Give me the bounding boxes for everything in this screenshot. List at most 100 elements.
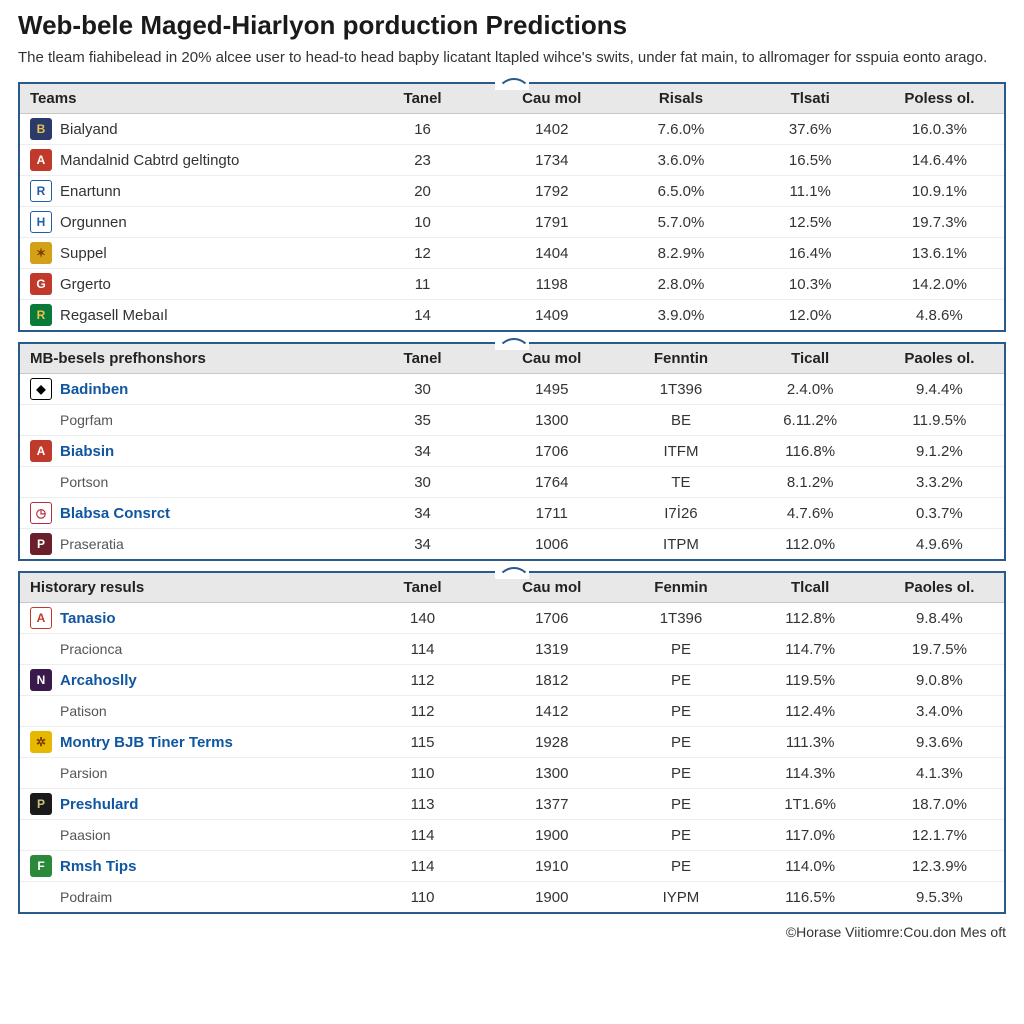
team-cell: Pogrfam bbox=[20, 405, 358, 436]
team-cell[interactable]: F Rmsh Tips bbox=[20, 851, 358, 882]
table-row: Pogrfam351300BE6.11.2%11.9.5% bbox=[20, 405, 1004, 436]
data-cell: 6.5.0% bbox=[616, 176, 745, 207]
team-name[interactable]: Arcahoslly bbox=[60, 672, 137, 689]
data-cell: 114 bbox=[358, 820, 487, 851]
data-cell: 14.6.4% bbox=[875, 145, 1004, 176]
team-logo-icon: ◆ bbox=[30, 378, 52, 400]
column-header[interactable]: Poless ol. bbox=[875, 84, 1004, 114]
column-header[interactable]: Tlcall bbox=[746, 573, 875, 603]
column-header[interactable]: Teams bbox=[20, 84, 358, 114]
data-cell: 1812 bbox=[487, 665, 616, 696]
team-name: Parsion bbox=[60, 765, 107, 781]
team-name: Orgunnen bbox=[60, 214, 127, 231]
data-cell: 114.3% bbox=[746, 758, 875, 789]
column-header[interactable]: Historary resuls bbox=[20, 573, 358, 603]
team-cell[interactable]: ATanasio bbox=[20, 603, 358, 634]
column-header[interactable]: Tanel bbox=[358, 573, 487, 603]
team-name[interactable]: Biabsin bbox=[60, 443, 114, 460]
team-name[interactable]: Rmsh Tips bbox=[60, 858, 136, 875]
data-cell: 116.5% bbox=[746, 882, 875, 913]
table-row: AMandalnid Cabtrd geltingto2317343.6.0%1… bbox=[20, 145, 1004, 176]
team-logo-icon: P bbox=[30, 793, 52, 815]
data-cell: 1300 bbox=[487, 758, 616, 789]
column-header[interactable]: Risals bbox=[616, 84, 745, 114]
team-name: Suppel bbox=[60, 245, 107, 262]
data-cell: 1734 bbox=[487, 145, 616, 176]
table-row: Portson301764TE8.1.2%3.3.2% bbox=[20, 467, 1004, 498]
data-cell: 1006 bbox=[487, 529, 616, 560]
data-cell: 12.0% bbox=[746, 300, 875, 331]
data-cell: 12.1.7% bbox=[875, 820, 1004, 851]
team-name[interactable]: Montry BJB Tiner Terms bbox=[60, 734, 233, 751]
data-cell: 35 bbox=[358, 405, 487, 436]
data-cell: 114.7% bbox=[746, 634, 875, 665]
team-logo-icon: F bbox=[30, 855, 52, 877]
team-cell: PPraseratia bbox=[20, 529, 358, 560]
team-cell[interactable]: N Arcahoslly bbox=[20, 665, 358, 696]
data-cell: 12.5% bbox=[746, 207, 875, 238]
team-name: Pogrfam bbox=[60, 412, 113, 428]
data-cell: 1402 bbox=[487, 114, 616, 145]
table-row: PPraseratia341006ITPM112.0%4.9.6% bbox=[20, 529, 1004, 560]
team-cell[interactable]: ◆ Badinben bbox=[20, 374, 358, 405]
mb-panel: MB-besels prefhonshorsTanelCau molFennti… bbox=[18, 342, 1006, 561]
data-cell: 112.0% bbox=[746, 529, 875, 560]
data-cell: 23 bbox=[358, 145, 487, 176]
teams-panel: TeamsTanelCau molRisalsTlsatiPoless ol.B… bbox=[18, 82, 1006, 332]
team-logo-icon: N bbox=[30, 669, 52, 691]
data-cell: 112 bbox=[358, 665, 487, 696]
team-name[interactable]: Badinben bbox=[60, 381, 128, 398]
column-header[interactable]: Paoles ol. bbox=[875, 573, 1004, 603]
team-logo-icon: R bbox=[30, 304, 52, 326]
team-name[interactable]: Tanasio bbox=[60, 610, 116, 627]
data-cell: 114 bbox=[358, 851, 487, 882]
data-cell: 1409 bbox=[487, 300, 616, 331]
data-cell: TE bbox=[616, 467, 745, 498]
column-header[interactable]: Paoles ol. bbox=[875, 344, 1004, 374]
team-cell[interactable]: P Preshulard bbox=[20, 789, 358, 820]
table-row: Parsion1101300PE114.3%4.1.3% bbox=[20, 758, 1004, 789]
data-cell: 8.2.9% bbox=[616, 238, 745, 269]
data-cell: 16.4% bbox=[746, 238, 875, 269]
data-cell: 1T1.6% bbox=[746, 789, 875, 820]
team-cell[interactable]: ABiabsin bbox=[20, 436, 358, 467]
team-name: Patison bbox=[60, 703, 107, 719]
team-cell: BBialyand bbox=[20, 114, 358, 145]
data-cell: 114.0% bbox=[746, 851, 875, 882]
team-logo-icon: ◷ bbox=[30, 502, 52, 524]
team-logo-icon: G bbox=[30, 273, 52, 295]
data-cell: 14 bbox=[358, 300, 487, 331]
data-cell: 114 bbox=[358, 634, 487, 665]
panel-arc-icon bbox=[495, 565, 529, 579]
team-cell[interactable]: ✲Montry BJB Tiner Terms bbox=[20, 727, 358, 758]
data-cell: 18.7.0% bbox=[875, 789, 1004, 820]
data-cell: 8.1.2% bbox=[746, 467, 875, 498]
data-cell: 3.4.0% bbox=[875, 696, 1004, 727]
column-header[interactable]: Fenmin bbox=[616, 573, 745, 603]
data-cell: 117.0% bbox=[746, 820, 875, 851]
team-name[interactable]: Preshulard bbox=[60, 796, 138, 813]
data-cell: 6.11.2% bbox=[746, 405, 875, 436]
team-logo-icon: ✶ bbox=[30, 242, 52, 264]
data-cell: 4.9.6% bbox=[875, 529, 1004, 560]
column-header[interactable]: Ticall bbox=[746, 344, 875, 374]
data-cell: PE bbox=[616, 789, 745, 820]
column-header[interactable]: Tanel bbox=[358, 344, 487, 374]
column-header[interactable]: Fenntin bbox=[616, 344, 745, 374]
history-panel: Historary resulsTanelCau molFenminTlcall… bbox=[18, 571, 1006, 914]
data-cell: 1900 bbox=[487, 882, 616, 913]
column-header[interactable]: MB-besels prefhonshors bbox=[20, 344, 358, 374]
team-logo-icon: R bbox=[30, 180, 52, 202]
data-table: TeamsTanelCau molRisalsTlsatiPoless ol.B… bbox=[20, 84, 1004, 330]
data-cell: 34 bbox=[358, 498, 487, 529]
column-header[interactable]: Tlsati bbox=[746, 84, 875, 114]
team-cell[interactable]: ◷ Blabsa Consrct bbox=[20, 498, 358, 529]
column-header[interactable]: Tanel bbox=[358, 84, 487, 114]
data-cell: 4.7.6% bbox=[746, 498, 875, 529]
data-table: Historary resulsTanelCau molFenminTlcall… bbox=[20, 573, 1004, 912]
team-name[interactable]: Blabsa Consrct bbox=[60, 505, 170, 522]
page-description: The tleam fiahibelead in 20% alcee user … bbox=[18, 47, 998, 68]
data-cell: PE bbox=[616, 696, 745, 727]
data-cell: 9.5.3% bbox=[875, 882, 1004, 913]
data-cell: 111.3% bbox=[746, 727, 875, 758]
